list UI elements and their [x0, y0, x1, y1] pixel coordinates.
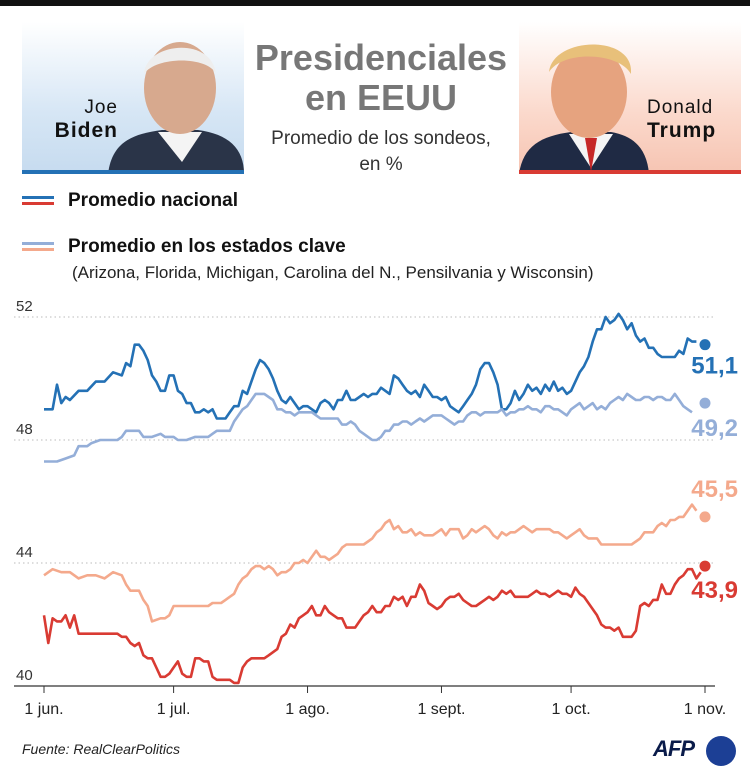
series-line-biden_swing	[44, 392, 693, 463]
end-dot-trump_swing	[699, 511, 711, 523]
source-note: Fuente: RealClearPolitics	[22, 741, 180, 757]
title-line-2: en EEUU	[304, 77, 458, 118]
series-line-trump_nat	[42, 567, 702, 685]
y-tick-label-52: 52	[16, 298, 33, 315]
legend-swing-label: Promedio en los estados clave	[68, 236, 346, 257]
biden-name: Joe Biden	[32, 96, 118, 142]
afp-logo: AFP	[653, 736, 695, 761]
y-tick-label-40: 40	[16, 667, 33, 684]
chart-lines	[42, 312, 702, 685]
biden-last-name: Biden	[54, 119, 118, 142]
end-dot-biden_nat	[699, 339, 711, 351]
chart-grid	[14, 316, 715, 693]
legend-national-label: Promedio nacional	[68, 190, 238, 211]
end-dot-trump_nat	[699, 560, 711, 572]
trump-silhouette	[519, 44, 649, 174]
top-bar	[0, 0, 750, 6]
legend-national: Promedio nacional	[22, 190, 238, 212]
title-line-1: Presidenciales	[254, 37, 508, 78]
trump-portrait: Donald Trump	[519, 22, 741, 174]
legend-swing-swatch	[22, 242, 54, 252]
chart-x-labels: 1 jun. 1 jul. 1 ago. 1 sept. 1 oct. 1 nov.	[24, 701, 726, 718]
chart-y-labels: 40 44 48 52	[16, 298, 33, 684]
series-line-trump_swing	[43, 503, 698, 623]
legend-national-swatch	[22, 196, 54, 206]
x-tick-label-4: 1 oct.	[552, 701, 591, 718]
biden-portrait: Joe Biden	[22, 22, 244, 174]
chart-end-markers: 51,1 49,2 45,5 43,9	[691, 339, 738, 604]
end-label-trump_nat: 43,9	[691, 577, 738, 604]
trump-last-name: Trump	[647, 119, 717, 142]
trump-first-name: Donald	[647, 97, 714, 118]
x-tick-label-5: 1 nov.	[684, 701, 726, 718]
biden-silhouette	[108, 42, 244, 174]
x-tick-label-3: 1 sept.	[417, 701, 465, 718]
subtitle-line-2: en %	[359, 154, 403, 175]
x-tick-label-2: 1 ago.	[285, 701, 329, 718]
biden-first-name: Joe	[84, 97, 118, 118]
x-tick-label-0: 1 jun.	[24, 701, 63, 718]
trump-color-band	[519, 170, 741, 174]
trump-name: Donald Trump	[647, 96, 741, 142]
biden-color-band	[22, 170, 244, 174]
end-dot-biden_swing	[699, 397, 711, 409]
end-label-trump_swing: 45,5	[691, 476, 738, 503]
page-title: Presidenciales en EEUU	[236, 38, 526, 118]
page-subtitle: Promedio de los sondeos, en %	[236, 126, 526, 178]
y-tick-label-48: 48	[16, 421, 33, 438]
afp-logo-dot	[706, 736, 736, 766]
y-tick-label-44: 44	[16, 544, 33, 561]
subtitle-line-1: Promedio de los sondeos,	[271, 128, 491, 149]
x-tick-label-1: 1 jul.	[157, 701, 191, 718]
series-line-biden_nat	[44, 312, 697, 420]
end-label-biden_swing: 49,2	[691, 415, 738, 442]
legend-swing: Promedio en los estados clave	[22, 236, 346, 258]
end-label-biden_nat: 51,1	[691, 353, 738, 380]
legend-swing-note: (Arizona, Florida, Michigan, Carolina de…	[72, 263, 594, 282]
